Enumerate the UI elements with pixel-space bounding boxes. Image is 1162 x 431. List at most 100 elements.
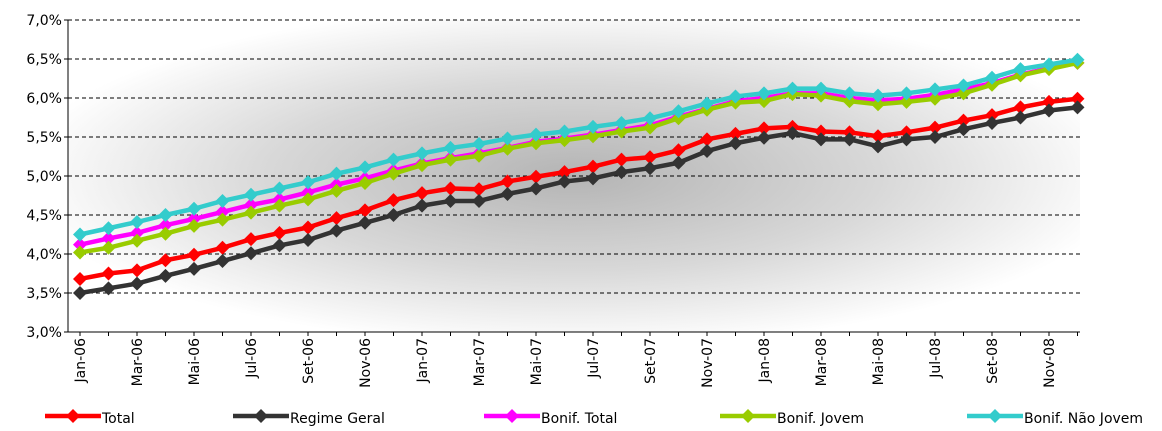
data-point	[500, 131, 515, 146]
data-point	[500, 186, 515, 201]
data-point	[158, 218, 173, 233]
data-point	[956, 113, 971, 128]
y-tick-label: 6,5%	[26, 52, 62, 68]
data-point	[557, 174, 572, 189]
data-point	[728, 126, 743, 141]
data-point	[244, 187, 258, 202]
data-point	[130, 263, 144, 278]
data-point	[614, 124, 629, 139]
legend-marker	[988, 409, 1002, 423]
data-point	[329, 211, 344, 226]
data-point	[130, 215, 144, 230]
data-point	[586, 129, 600, 144]
legend-item: Bonif. Jovem	[720, 409, 864, 427]
data-point	[842, 125, 857, 140]
data-point	[1013, 100, 1028, 115]
data-point	[985, 115, 999, 130]
data-point	[472, 137, 486, 152]
data-point	[272, 238, 287, 253]
data-point	[671, 104, 686, 119]
legend-label: Regime Geral	[290, 411, 385, 427]
data-point	[1042, 57, 1056, 72]
data-point	[700, 96, 714, 111]
data-point	[728, 136, 743, 151]
data-point	[244, 205, 258, 220]
data-point	[415, 198, 429, 213]
data-point	[814, 124, 828, 139]
data-point	[215, 240, 230, 255]
x-tick-label: Nov-06	[358, 338, 374, 388]
data-point	[728, 89, 743, 104]
data-point	[671, 155, 686, 170]
x-tick-label: Set-06	[301, 338, 317, 384]
legend-marker	[254, 409, 268, 423]
data-point	[842, 86, 857, 101]
data-point	[1070, 52, 1085, 67]
data-point	[386, 208, 401, 222]
x-tick-label: Jan-06	[73, 338, 89, 384]
data-point	[586, 119, 600, 134]
data-point	[842, 94, 857, 109]
data-point	[244, 197, 258, 212]
data-point	[158, 268, 173, 283]
data-point	[329, 223, 344, 238]
data-point	[272, 198, 287, 213]
legend-label: Total	[101, 411, 135, 427]
data-point	[386, 166, 401, 181]
data-point	[529, 181, 543, 196]
data-point	[757, 86, 771, 101]
x-tick-label: Set-08	[985, 338, 1001, 384]
x-tick-label: Jan-08	[757, 338, 773, 383]
data-point	[899, 86, 914, 101]
data-point	[700, 132, 714, 147]
legend-item: Bonif. Não Jovem	[967, 409, 1143, 427]
data-point	[871, 88, 885, 103]
data-point	[244, 246, 258, 261]
data-point	[130, 276, 144, 291]
data-point	[358, 176, 372, 191]
y-tick-label: 5,0%	[26, 169, 62, 185]
x-tick-label: Nov-07	[700, 338, 716, 388]
data-point	[130, 233, 144, 248]
data-point	[586, 171, 600, 186]
data-point	[614, 115, 629, 130]
data-point	[814, 81, 828, 96]
data-point	[529, 136, 543, 151]
data-point	[301, 175, 315, 190]
data-point	[215, 193, 230, 208]
legend: Total Regime Geral Bonif. Total Bonif. Jove…	[45, 409, 1143, 427]
x-tick-label: Mar-07	[472, 338, 488, 386]
data-point	[415, 158, 429, 173]
data-point	[842, 132, 857, 147]
legend-marker	[505, 409, 519, 423]
data-point	[928, 120, 942, 135]
x-tick-label: Jan-07	[415, 338, 431, 383]
data-point	[785, 126, 800, 141]
data-point	[215, 212, 230, 227]
data-point	[500, 174, 515, 189]
data-point	[785, 81, 800, 96]
x-tick-label: Mar-08	[814, 338, 830, 386]
data-point	[757, 130, 771, 145]
data-point	[472, 148, 486, 163]
series-5	[73, 52, 1085, 242]
y-tick-label: 7,0%	[26, 13, 62, 29]
y-tick-label: 5,5%	[26, 130, 62, 146]
data-point	[529, 169, 543, 184]
legend-item: Bonif. Total	[484, 409, 617, 427]
data-point	[500, 141, 515, 156]
series-2	[73, 100, 1085, 300]
data-point	[643, 161, 657, 176]
data-point	[187, 201, 201, 216]
data-point	[956, 86, 971, 101]
legend-item: Regime Geral	[233, 409, 385, 427]
data-point	[329, 166, 344, 181]
data-point	[1042, 103, 1056, 118]
data-point	[871, 97, 885, 112]
data-point	[871, 139, 885, 154]
axes: 3,0% 3,5% 4,0% 4,5% 5,0% 5,5% 6,0% 6,5% 7,0% Jan-…	[26, 13, 1080, 388]
y-tick-label: 4,0%	[26, 247, 62, 263]
x-tick-label: Mai-08	[871, 338, 887, 385]
data-point	[1013, 110, 1028, 125]
